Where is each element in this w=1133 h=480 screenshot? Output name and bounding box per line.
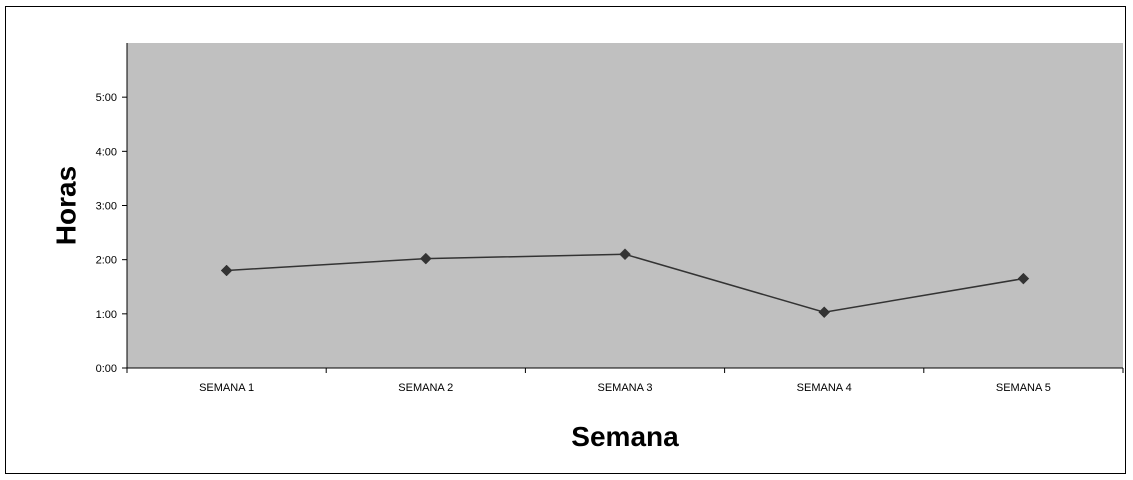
y-tick-label: 2:00 — [96, 255, 117, 267]
x-tick-label: SEMANA 2 — [398, 382, 453, 394]
y-tick-label: 5:00 — [96, 92, 117, 104]
y-tick-label: 3:00 — [96, 201, 117, 213]
y-axis-title: Horas — [50, 166, 81, 245]
series-markers — [220, 248, 1030, 319]
y-tick-label: 0:00 — [96, 363, 117, 375]
x-axis-title: Semana — [571, 421, 679, 452]
y-axis-ticks: 0:00 1:00 2:00 3:00 4:00 5:00 — [96, 92, 127, 375]
data-point-marker — [818, 306, 831, 319]
x-tick-label: SEMANA 1 — [199, 382, 254, 394]
x-axis-ticks: SEMANA 1 SEMANA 2 SEMANA 3 SEMANA 4 SEMANA 5 — [126, 368, 1124, 394]
plot-area — [127, 43, 1123, 368]
x-tick-label: SEMANA 3 — [597, 382, 652, 394]
data-point-marker — [1017, 272, 1030, 285]
y-tick-label: 1:00 — [96, 309, 117, 321]
x-tick-label: SEMANA 4 — [797, 382, 852, 394]
data-point-marker — [220, 264, 233, 277]
data-point-marker — [419, 252, 432, 265]
data-point-marker — [619, 248, 631, 261]
y-tick-label: 4:00 — [96, 146, 117, 158]
x-tick-label: SEMANA 5 — [996, 382, 1051, 394]
